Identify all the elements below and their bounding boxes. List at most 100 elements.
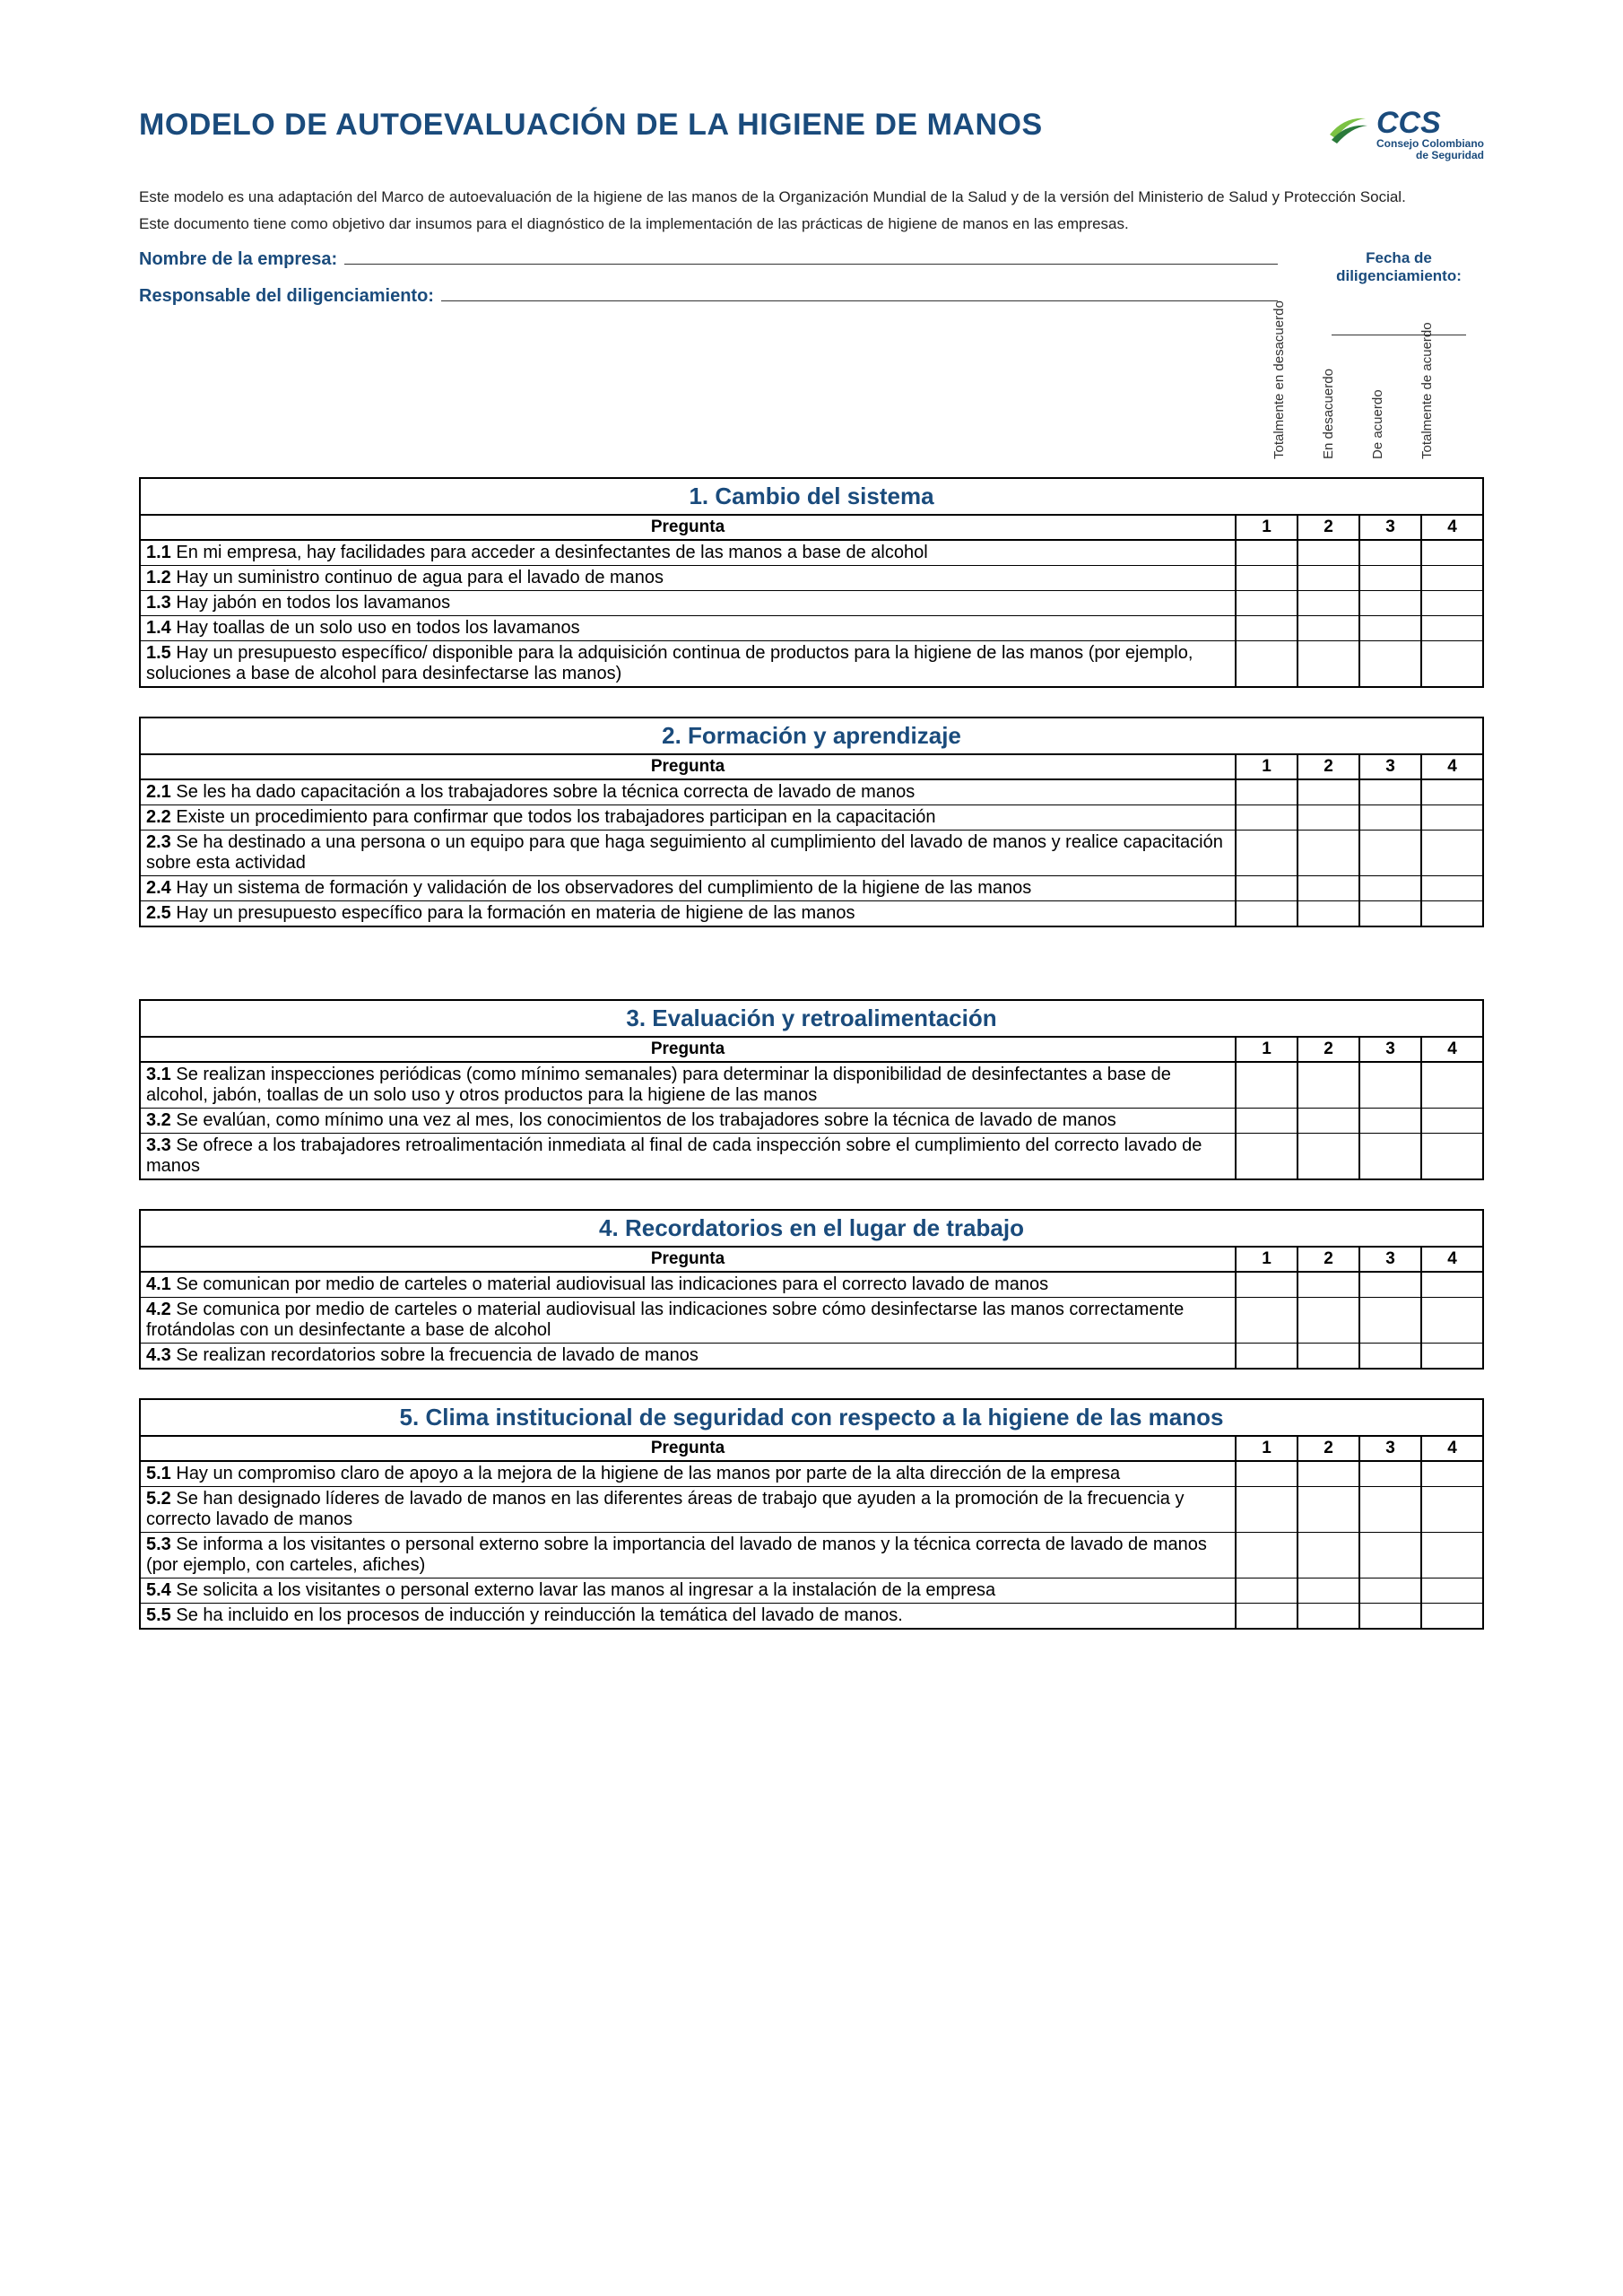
rating-cell[interactable]	[1236, 566, 1298, 591]
rating-cell[interactable]	[1421, 1533, 1483, 1578]
rating-cell[interactable]	[1236, 805, 1298, 831]
rating-cell[interactable]	[1236, 616, 1298, 641]
rating-cell[interactable]	[1298, 540, 1359, 566]
rating-cell[interactable]	[1236, 901, 1298, 927]
rating-cell[interactable]	[1359, 591, 1421, 616]
sections-container: 1. Cambio del sistemaPregunta12341.1 En …	[139, 477, 1484, 1630]
rating-cell[interactable]	[1236, 1298, 1298, 1344]
rating-cell[interactable]	[1298, 876, 1359, 901]
rating-cell[interactable]	[1236, 1109, 1298, 1134]
company-input[interactable]	[344, 249, 1278, 265]
question-text: Existe un procedimiento para confirmar q…	[171, 807, 936, 827]
rating-cell[interactable]	[1421, 1578, 1483, 1604]
question-text: Se realizan inspecciones periódicas (com…	[146, 1065, 1171, 1105]
rating-cell[interactable]	[1359, 1461, 1421, 1487]
rating-cell[interactable]	[1298, 1062, 1359, 1109]
question-cell: 5.4 Se solicita a los visitantes o perso…	[140, 1578, 1236, 1604]
rating-cell[interactable]	[1236, 1344, 1298, 1370]
rating-cell[interactable]	[1298, 1344, 1359, 1370]
rating-cell[interactable]	[1421, 1487, 1483, 1533]
responsible-label: Responsable del diligenciamiento:	[139, 286, 434, 307]
question-cell: 4.1 Se comunican por medio de carteles o…	[140, 1272, 1236, 1298]
rating-cell[interactable]	[1421, 779, 1483, 805]
question-text: Se les ha dado capacitación a los trabaj…	[171, 782, 915, 802]
rating-cell[interactable]	[1359, 1272, 1421, 1298]
rating-cell[interactable]	[1236, 1604, 1298, 1630]
rating-cell[interactable]	[1298, 1487, 1359, 1533]
rating-cell[interactable]	[1298, 779, 1359, 805]
rating-cell[interactable]	[1421, 540, 1483, 566]
rating-cell[interactable]	[1236, 641, 1298, 688]
rating-cell[interactable]	[1421, 1604, 1483, 1630]
rating-cell[interactable]	[1298, 566, 1359, 591]
rating-cell[interactable]	[1359, 1604, 1421, 1630]
rating-cell[interactable]	[1359, 1298, 1421, 1344]
table-row: 3.1 Se realizan inspecciones periódicas …	[140, 1062, 1483, 1109]
rating-cell[interactable]	[1236, 540, 1298, 566]
rating-cell[interactable]	[1359, 1578, 1421, 1604]
rating-cell[interactable]	[1359, 616, 1421, 641]
rating-cell[interactable]	[1359, 1344, 1421, 1370]
rating-cell[interactable]	[1236, 1487, 1298, 1533]
rating-cell[interactable]	[1421, 616, 1483, 641]
table-row: 5.4 Se solicita a los visitantes o perso…	[140, 1578, 1483, 1604]
rating-cell[interactable]	[1421, 1298, 1483, 1344]
rating-cell[interactable]	[1421, 1272, 1483, 1298]
rating-cell[interactable]	[1421, 1109, 1483, 1134]
rating-cell[interactable]	[1298, 1461, 1359, 1487]
rating-cell[interactable]	[1421, 831, 1483, 876]
rating-cell[interactable]	[1298, 1578, 1359, 1604]
rating-cell[interactable]	[1359, 540, 1421, 566]
rating-cell[interactable]	[1359, 566, 1421, 591]
rating-cell[interactable]	[1421, 591, 1483, 616]
rating-cell[interactable]	[1359, 1109, 1421, 1134]
rating-cell[interactable]	[1298, 1272, 1359, 1298]
rating-cell[interactable]	[1236, 1578, 1298, 1604]
rating-cell[interactable]	[1421, 1062, 1483, 1109]
rating-cell[interactable]	[1421, 566, 1483, 591]
rating-cell[interactable]	[1359, 805, 1421, 831]
rating-cell[interactable]	[1359, 831, 1421, 876]
rating-cell[interactable]	[1359, 641, 1421, 688]
rating-cell[interactable]	[1236, 779, 1298, 805]
rating-cell[interactable]	[1298, 616, 1359, 641]
rating-cell[interactable]	[1298, 1604, 1359, 1630]
rating-cell[interactable]	[1236, 1062, 1298, 1109]
rating-cell[interactable]	[1421, 641, 1483, 688]
rating-cell[interactable]	[1298, 591, 1359, 616]
rating-cell[interactable]	[1359, 1533, 1421, 1578]
responsible-input[interactable]	[441, 286, 1278, 301]
rating-cell[interactable]	[1359, 1487, 1421, 1533]
rating-cell[interactable]	[1298, 1533, 1359, 1578]
question-number: 3.2	[146, 1110, 171, 1130]
rating-cell[interactable]	[1359, 1062, 1421, 1109]
table-row: 5.2 Se han designado líderes de lavado d…	[140, 1487, 1483, 1533]
rating-cell[interactable]	[1359, 901, 1421, 927]
rating-cell[interactable]	[1236, 876, 1298, 901]
rating-cell[interactable]	[1298, 1298, 1359, 1344]
rating-cell[interactable]	[1359, 1134, 1421, 1180]
rating-cell[interactable]	[1298, 1134, 1359, 1180]
rating-cell[interactable]	[1359, 779, 1421, 805]
rating-cell[interactable]	[1298, 641, 1359, 688]
rating-cell[interactable]	[1236, 591, 1298, 616]
rating-cell[interactable]	[1236, 1533, 1298, 1578]
rating-cell[interactable]	[1236, 1134, 1298, 1180]
rating-cell[interactable]	[1421, 876, 1483, 901]
rating-cell[interactable]	[1421, 1134, 1483, 1180]
rating-cell[interactable]	[1236, 1272, 1298, 1298]
rating-cell[interactable]	[1298, 1109, 1359, 1134]
rating-cell[interactable]	[1421, 1461, 1483, 1487]
rating-cell[interactable]	[1298, 831, 1359, 876]
rating-cell[interactable]	[1236, 831, 1298, 876]
table-row: 3.2 Se evalúan, como mínimo una vez al m…	[140, 1109, 1483, 1134]
question-number: 1.1	[146, 543, 171, 562]
rating-cell[interactable]	[1421, 1344, 1483, 1370]
rating-cell[interactable]	[1298, 805, 1359, 831]
question-cell: 1.1 En mi empresa, hay facilidades para …	[140, 540, 1236, 566]
rating-cell[interactable]	[1359, 876, 1421, 901]
rating-cell[interactable]	[1298, 901, 1359, 927]
rating-cell[interactable]	[1236, 1461, 1298, 1487]
rating-cell[interactable]	[1421, 901, 1483, 927]
rating-cell[interactable]	[1421, 805, 1483, 831]
